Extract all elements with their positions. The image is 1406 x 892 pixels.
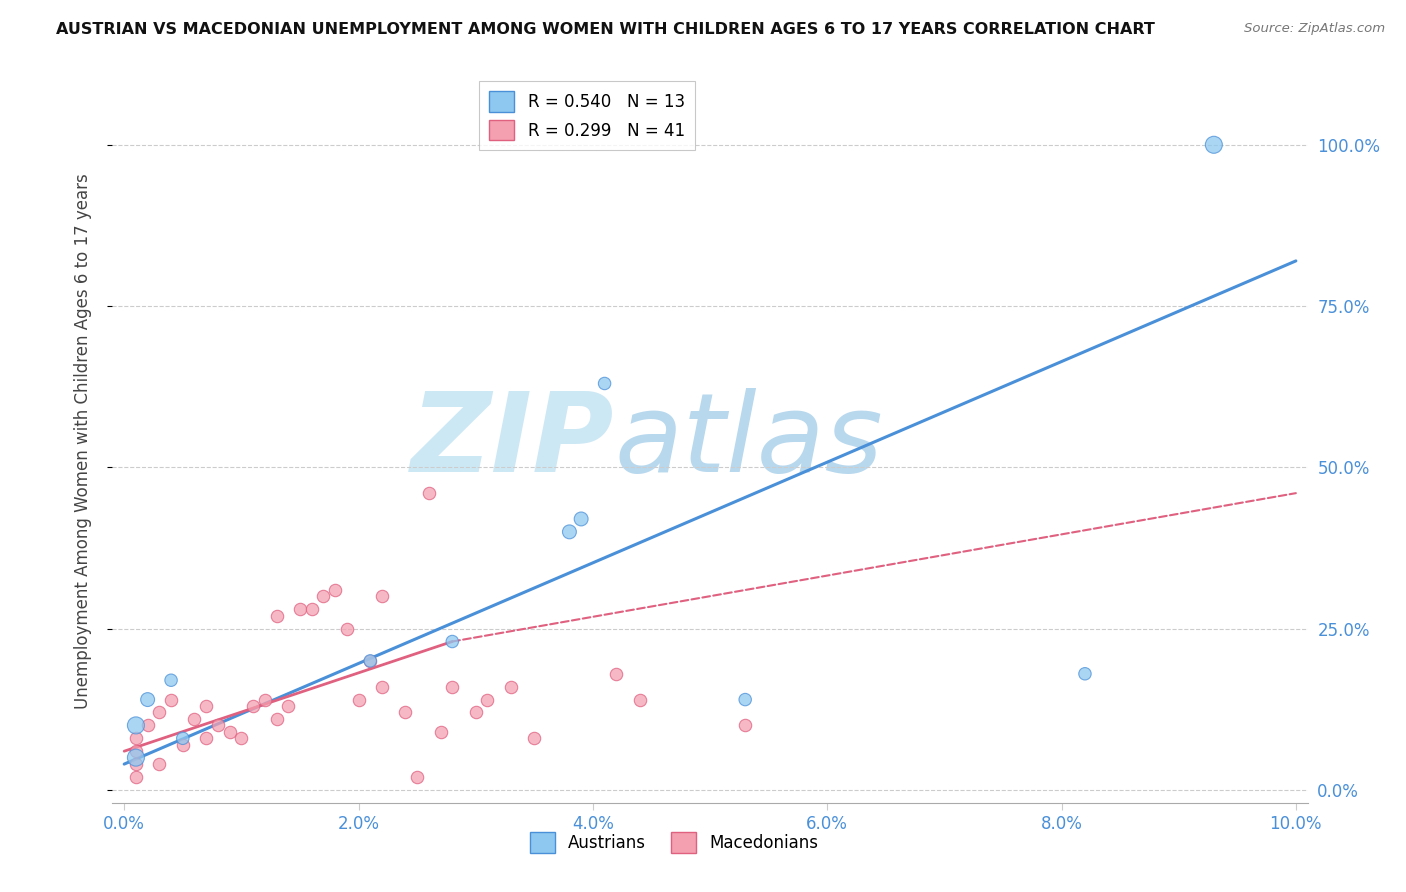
Point [266, 712, 288, 726]
Point [477, 692, 499, 706]
Point [558, 524, 581, 539]
Point [359, 654, 381, 668]
Point [323, 582, 346, 597]
Point [734, 692, 756, 706]
Point [429, 724, 451, 739]
Point [406, 770, 429, 784]
Point [195, 699, 218, 714]
Point [628, 692, 651, 706]
Y-axis label: Unemployment Among Women with Children Ages 6 to 17 years: Unemployment Among Women with Children A… [73, 174, 91, 709]
Point [172, 731, 194, 746]
Point [418, 486, 440, 500]
Point [734, 718, 756, 732]
Point [218, 724, 240, 739]
Point [125, 770, 148, 784]
Point [569, 512, 592, 526]
Text: atlas: atlas [614, 388, 883, 495]
Point [231, 731, 253, 746]
Point [242, 699, 264, 714]
Point [441, 680, 464, 694]
Point [160, 692, 183, 706]
Point [253, 692, 276, 706]
Text: ZIP: ZIP [411, 388, 614, 495]
Point [125, 750, 148, 764]
Point [172, 738, 194, 752]
Point [266, 608, 288, 623]
Point [336, 622, 359, 636]
Point [148, 757, 170, 772]
Point [136, 692, 159, 706]
Point [148, 706, 170, 720]
Point [394, 706, 416, 720]
Point [359, 654, 381, 668]
Point [125, 731, 148, 746]
Point [605, 666, 627, 681]
Point [195, 731, 218, 746]
Point [183, 712, 205, 726]
Point [523, 731, 546, 746]
Point [125, 718, 148, 732]
Point [288, 602, 311, 616]
Point [301, 602, 323, 616]
Point [207, 718, 229, 732]
Point [125, 744, 148, 758]
Point [136, 718, 159, 732]
Point [441, 634, 464, 648]
Legend: Austrians, Macedonians: Austrians, Macedonians [523, 826, 825, 860]
Point [312, 590, 335, 604]
Point [593, 376, 616, 391]
Point [125, 757, 148, 772]
Point [371, 680, 394, 694]
Text: AUSTRIAN VS MACEDONIAN UNEMPLOYMENT AMONG WOMEN WITH CHILDREN AGES 6 TO 17 YEARS: AUSTRIAN VS MACEDONIAN UNEMPLOYMENT AMON… [56, 22, 1156, 37]
Point [160, 673, 183, 688]
Point [347, 692, 370, 706]
Text: Source: ZipAtlas.com: Source: ZipAtlas.com [1244, 22, 1385, 36]
Point [499, 680, 522, 694]
Point [1202, 137, 1225, 152]
Point [277, 699, 299, 714]
Point [464, 706, 486, 720]
Point [1074, 666, 1097, 681]
Point [371, 590, 394, 604]
